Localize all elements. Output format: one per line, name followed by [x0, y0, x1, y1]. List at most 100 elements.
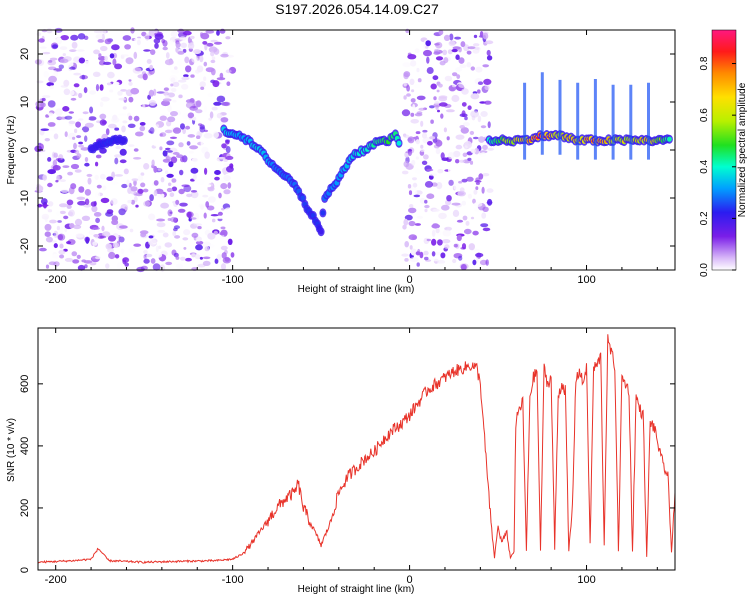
noise-blob: [143, 163, 150, 170]
noise-blob: [177, 51, 185, 55]
noise-blob: [108, 251, 116, 260]
noise-blob: [195, 100, 202, 108]
noise-blob: [92, 241, 98, 246]
noise-blob: [130, 87, 140, 95]
noise-blob: [170, 156, 178, 164]
noise-blob: [221, 263, 226, 271]
noise-blob: [186, 193, 193, 198]
noise-blob: [469, 130, 475, 135]
noise-blob: [213, 230, 218, 235]
noise-blob: [155, 245, 159, 253]
noise-blob: [448, 40, 456, 47]
noise-blob: [431, 238, 437, 246]
noise-blob: [466, 176, 474, 182]
noise-blob: [76, 135, 82, 139]
noise-blob: [113, 81, 120, 86]
noise-blob: [213, 48, 220, 55]
noise-blob: [418, 107, 426, 111]
noise-blob: [172, 152, 180, 155]
noise-blob: [154, 33, 164, 40]
noise-blob: [205, 201, 210, 208]
noise-blob: [200, 32, 210, 40]
noise-blob: [430, 119, 434, 124]
noise-blob: [175, 41, 181, 49]
noise-blob: [405, 28, 410, 34]
noise-blob: [184, 128, 194, 135]
noise-blob: [81, 74, 86, 80]
noise-blob: [458, 255, 463, 261]
noise-blob: [143, 249, 148, 255]
noise-blob: [160, 202, 170, 209]
noise-blob: [131, 199, 135, 205]
noise-blob: [410, 112, 415, 117]
noise-blob: [486, 49, 491, 56]
noise-blob: [105, 243, 112, 250]
noise-blob: [99, 235, 107, 239]
noise-blob: [199, 126, 206, 133]
noise-blob: [455, 159, 460, 164]
noise-blob: [178, 142, 184, 148]
noise-blob: [178, 94, 183, 99]
noise-blob: [44, 223, 52, 231]
noise-blob: [162, 158, 170, 163]
noise-blob: [214, 182, 222, 187]
noise-blob: [55, 180, 59, 183]
noise-blob: [455, 54, 460, 60]
noise-blob: [136, 266, 145, 273]
noise-blob: [52, 44, 58, 49]
noise-blob: [185, 65, 192, 73]
noise-blob: [220, 183, 228, 190]
noise-blob: [118, 97, 127, 101]
noise-blob: [139, 122, 146, 126]
noise-blob: [172, 230, 177, 237]
noise-blob: [94, 174, 99, 181]
noise-blob: [207, 92, 213, 98]
noise-blob: [213, 101, 222, 106]
noise-blob: [438, 102, 448, 107]
noise-blob: [423, 250, 429, 256]
noise-blob: [470, 216, 475, 220]
noise-blob: [84, 236, 90, 243]
noise-blob: [466, 50, 472, 55]
snr-x-ticks: -200 -100 0 100: [45, 328, 658, 586]
noise-blob: [49, 85, 54, 90]
noise-blob: [472, 198, 476, 204]
noise-blob: [212, 80, 220, 88]
noise-blob: [179, 36, 187, 41]
noise-blob: [479, 150, 488, 154]
noise-blob: [470, 148, 476, 154]
noise-blob: [223, 163, 230, 166]
noise-blob: [111, 117, 120, 123]
noise-blob: [475, 66, 483, 73]
noise-blob: [189, 105, 198, 111]
noise-blob: [125, 57, 134, 65]
spectrogram-x-tick-label: -200: [45, 274, 67, 286]
noise-blob: [431, 223, 441, 229]
noise-blob: [49, 219, 57, 224]
noise-blob: [39, 46, 47, 49]
noise-blob: [456, 74, 461, 79]
noise-blob: [459, 64, 467, 68]
noise-blob: [128, 247, 136, 253]
noise-blob: [159, 132, 167, 137]
noise-blob: [133, 115, 140, 122]
noise-blob: [171, 87, 177, 93]
noise-blob: [82, 116, 90, 120]
noise-blob: [48, 261, 57, 266]
noise-blob: [481, 186, 485, 194]
noise-blob: [40, 102, 46, 108]
noise-blob: [149, 64, 154, 71]
spectrogram-y-tick-label: 10: [19, 96, 31, 108]
noise-blob: [76, 196, 86, 200]
noise-blob: [407, 184, 412, 189]
noise-blob: [467, 157, 472, 161]
noise-blob: [407, 136, 415, 144]
noise-blob: [191, 157, 198, 163]
noise-blob: [156, 218, 166, 222]
noise-blob: [204, 167, 208, 175]
noise-blob: [216, 254, 222, 261]
noise-blob: [133, 148, 139, 152]
noise-blob: [225, 155, 234, 160]
noise-blob: [107, 71, 115, 79]
